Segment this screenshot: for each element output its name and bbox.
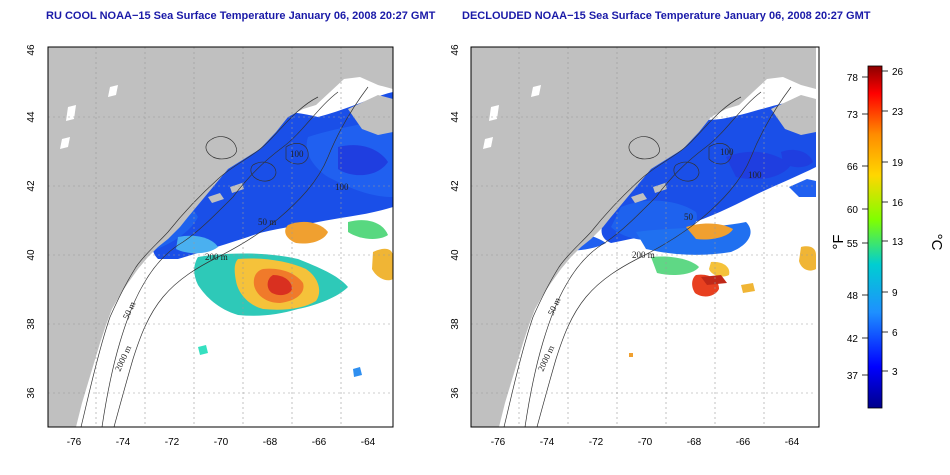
lat-tick-label: 38 xyxy=(450,318,461,330)
lon-tick-label: -74 xyxy=(540,437,555,448)
left-map-title: RU COOL NOAA−15 Sea Surface Temperature … xyxy=(46,10,436,22)
lon-tick-label: -66 xyxy=(736,437,751,448)
fahrenheit-tick-label: 48 xyxy=(847,291,859,302)
lat-tick-label: 42 xyxy=(450,180,461,192)
celsius-tick-label: 16 xyxy=(892,198,904,209)
fahrenheit-unit-label: °F xyxy=(830,234,847,249)
celsius-tick-label: 26 xyxy=(892,67,904,78)
left-lat-axis: 46 44 42 40 38 36 xyxy=(26,44,37,399)
lat-tick-label: 44 xyxy=(26,111,37,123)
lon-tick-label: -64 xyxy=(361,437,376,448)
left-lon-axis: -76 -74 -72 -70 -68 -66 -64 xyxy=(67,437,376,448)
left-contour-label: 100 xyxy=(290,149,304,159)
colorbar-ramp xyxy=(867,65,883,409)
lat-tick-label: 46 xyxy=(26,44,37,56)
right-contour-label: 100 xyxy=(720,147,734,157)
lon-tick-label: -66 xyxy=(312,437,327,448)
fahrenheit-tick-label: 42 xyxy=(847,334,859,345)
right-contour-label: 200 m xyxy=(632,250,655,260)
lon-tick-label: -68 xyxy=(263,437,278,448)
left-contour-label: 50 m xyxy=(258,217,276,227)
right-map: 100 100 50 200 m 50 m 2000 m -76 -74 -72… xyxy=(450,44,820,448)
left-contour-label: 200 m xyxy=(205,252,228,262)
lat-tick-label: 40 xyxy=(26,249,37,261)
lon-tick-label: -72 xyxy=(165,437,180,448)
fahrenheit-tick-label: 66 xyxy=(847,162,859,173)
lon-tick-label: -72 xyxy=(589,437,604,448)
lat-tick-label: 46 xyxy=(450,44,461,56)
lon-tick-label: -64 xyxy=(785,437,800,448)
right-contour-label: 100 xyxy=(748,170,762,180)
lat-tick-label: 38 xyxy=(26,318,37,330)
right-contour-label: 50 xyxy=(684,212,694,222)
left-map: 100 100 50 m 200 m 50 m 2000 m -76 -74 -… xyxy=(26,44,394,448)
fahrenheit-tick-label: 78 xyxy=(847,73,859,84)
celsius-tick-label: 3 xyxy=(892,367,898,378)
lat-tick-label: 36 xyxy=(450,387,461,399)
left-sst-field xyxy=(103,67,393,377)
fahrenheit-tick-label: 37 xyxy=(847,371,859,382)
right-lon-axis: -76 -74 -72 -70 -68 -66 -64 xyxy=(491,437,800,448)
fahrenheit-tick-label: 60 xyxy=(847,205,859,216)
lon-tick-label: -68 xyxy=(687,437,702,448)
lon-tick-label: -70 xyxy=(638,437,653,448)
fahrenheit-tick-label: 55 xyxy=(847,239,859,250)
lon-tick-label: -76 xyxy=(491,437,506,448)
temperature-colorbar: 78 73 66 60 55 48 42 37 26 23 19 16 13 9… xyxy=(830,65,945,409)
lat-tick-label: 42 xyxy=(26,180,37,192)
lon-tick-label: -76 xyxy=(67,437,82,448)
right-lat-axis: 46 44 42 40 38 36 xyxy=(450,44,461,399)
celsius-tick-label: 19 xyxy=(892,158,904,169)
lat-tick-label: 36 xyxy=(26,387,37,399)
lon-tick-label: -74 xyxy=(116,437,131,448)
left-contour-label: 100 xyxy=(335,182,349,192)
celsius-tick-label: 13 xyxy=(892,237,904,248)
lon-tick-label: -70 xyxy=(214,437,229,448)
lat-tick-label: 40 xyxy=(450,249,461,261)
right-map-title: DECLOUDED NOAA−15 Sea Surface Temperatur… xyxy=(462,10,871,22)
lat-tick-label: 44 xyxy=(450,111,461,123)
celsius-tick-label: 6 xyxy=(892,328,898,339)
celsius-unit-label: °C xyxy=(928,234,945,251)
celsius-tick-label: 9 xyxy=(892,288,898,299)
celsius-tick-label: 23 xyxy=(892,107,904,118)
fahrenheit-tick-label: 73 xyxy=(847,110,859,121)
